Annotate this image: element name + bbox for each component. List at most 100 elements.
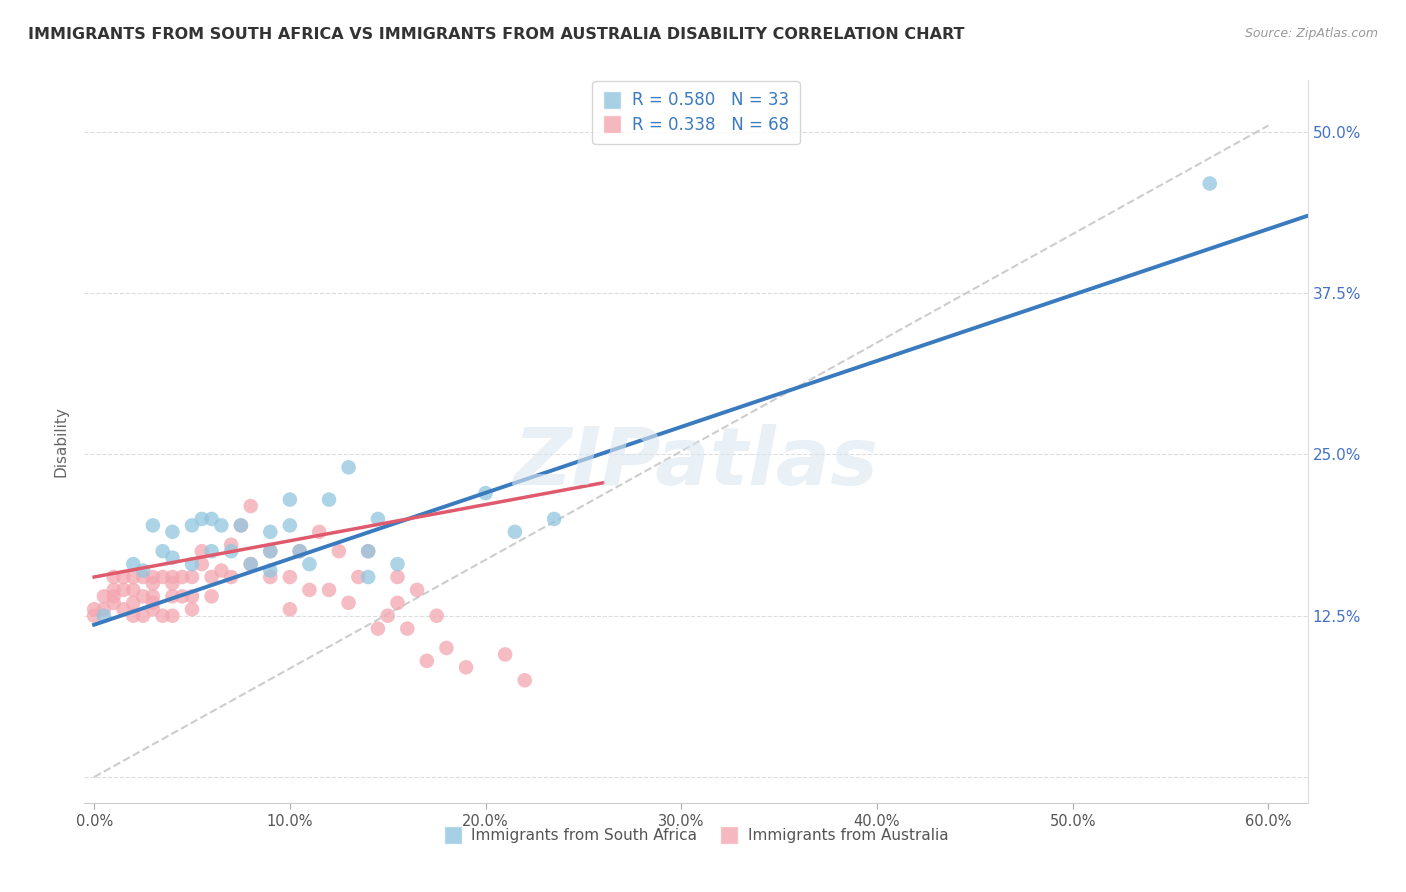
Point [93,602,115,616]
Point [181,570,204,584]
Point [132,564,155,578]
Point [543,512,565,526]
Point [142,590,165,604]
Point [93,608,115,623]
Point [318,492,340,507]
Point [112,602,135,616]
Point [209,518,232,533]
Point [494,648,516,662]
Point [239,499,262,513]
Point [83,608,105,623]
Point [406,582,429,597]
Point [347,570,370,584]
Point [142,570,165,584]
Point [387,557,409,571]
Point [259,570,281,584]
Point [219,570,242,584]
Point [112,570,135,584]
Point [454,660,477,674]
Point [132,608,155,623]
Point [122,596,145,610]
Point [278,518,301,533]
Point [103,590,125,604]
Point [162,570,184,584]
Point [152,608,174,623]
Point [200,512,222,526]
Point [93,590,115,604]
Point [103,596,125,610]
Point [229,518,252,533]
Point [474,486,496,500]
Point [152,544,174,558]
Point [357,570,380,584]
Point [132,570,155,584]
Point [436,640,458,655]
Point [387,570,409,584]
Point [152,570,174,584]
Point [181,590,204,604]
Point [298,557,321,571]
Point [503,524,526,539]
Point [239,557,262,571]
Point [122,557,145,571]
Point [162,608,184,623]
Point [200,590,222,604]
Text: Source: ZipAtlas.com: Source: ZipAtlas.com [1244,27,1378,40]
Point [122,570,145,584]
Text: ZIPatlas: ZIPatlas [513,425,879,502]
Point [318,582,340,597]
Point [387,596,409,610]
Point [103,582,125,597]
Point [191,512,214,526]
Point [278,492,301,507]
Point [181,602,204,616]
Point [112,582,135,597]
Point [162,524,184,539]
Y-axis label: Disability: Disability [53,406,69,477]
Point [142,518,165,533]
Point [396,622,419,636]
Point [83,602,105,616]
Legend: Immigrants from South Africa, Immigrants from Australia: Immigrants from South Africa, Immigrants… [437,822,955,849]
Point [337,596,360,610]
Point [209,564,232,578]
Point [308,524,330,539]
Point [142,576,165,591]
Point [191,557,214,571]
Point [259,544,281,558]
Point [122,582,145,597]
Point [122,608,145,623]
Point [1198,177,1220,191]
Point [426,608,449,623]
Point [259,524,281,539]
Point [328,544,350,558]
Point [278,602,301,616]
Point [337,460,360,475]
Point [103,570,125,584]
Point [357,544,380,558]
Text: IMMIGRANTS FROM SOUTH AFRICA VS IMMIGRANTS FROM AUSTRALIA DISABILITY CORRELATION: IMMIGRANTS FROM SOUTH AFRICA VS IMMIGRAN… [28,27,965,42]
Point [181,518,204,533]
Point [181,557,204,571]
Point [367,512,389,526]
Point [239,557,262,571]
Point [259,564,281,578]
Point [162,576,184,591]
Point [142,602,165,616]
Point [142,596,165,610]
Point [288,544,311,558]
Point [219,544,242,558]
Point [298,582,321,597]
Point [278,570,301,584]
Point [200,570,222,584]
Point [200,544,222,558]
Point [416,654,439,668]
Point [162,590,184,604]
Point [229,518,252,533]
Point [219,538,242,552]
Point [172,590,194,604]
Point [132,590,155,604]
Point [367,622,389,636]
Point [513,673,536,688]
Point [377,608,399,623]
